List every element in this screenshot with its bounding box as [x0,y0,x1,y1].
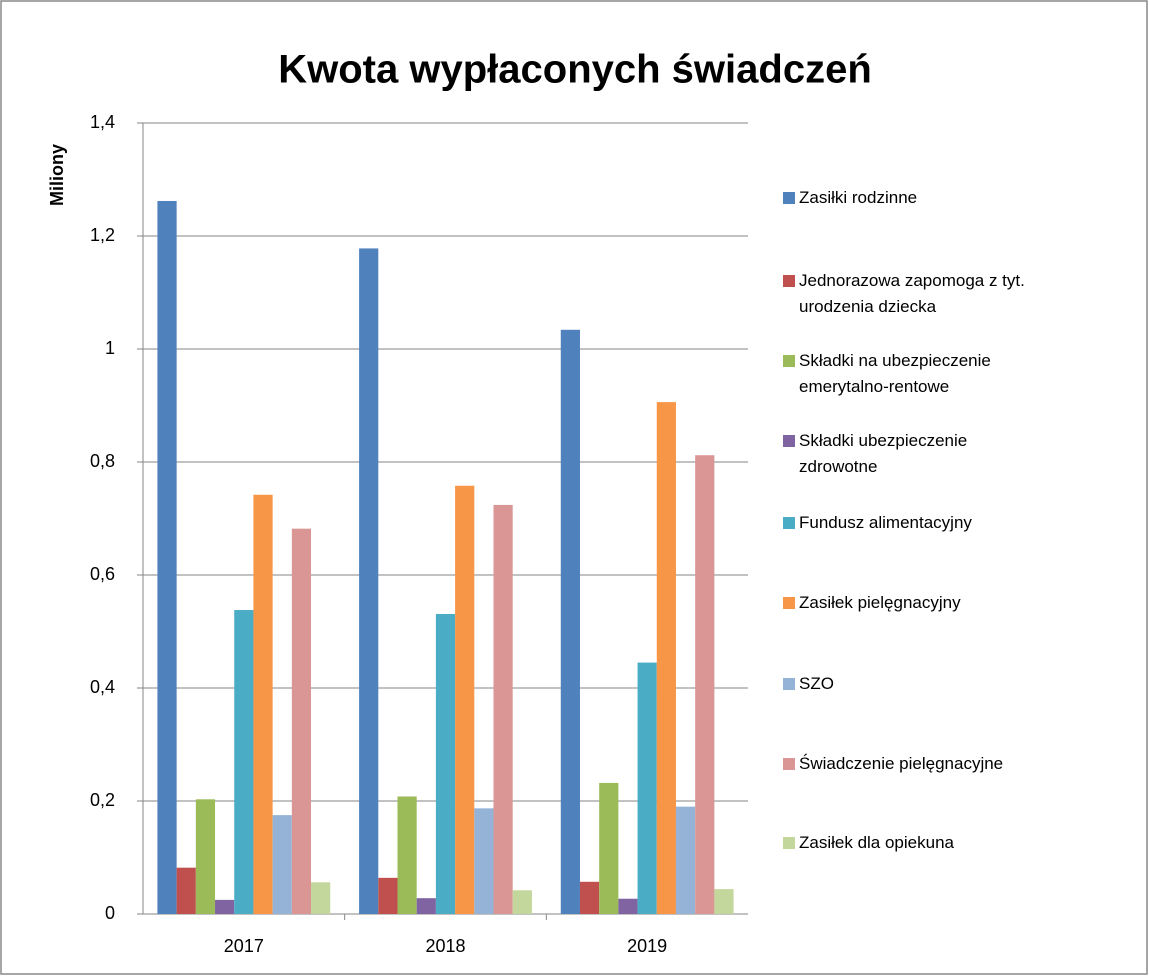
legend-swatch [783,597,795,609]
y-tick-label: 1 [105,338,115,358]
y-tick-label: 1,2 [90,225,115,245]
legend-item: SZO [783,671,1043,697]
legend-swatch [783,678,795,690]
legend-item: Zasiłek dla opiekuna [783,830,1043,856]
bar [637,662,657,914]
bar [378,877,398,914]
bar [291,528,312,914]
bar [253,494,273,914]
legend-swatch [783,517,795,529]
legend-label: Składki na ubezpieczenie emerytalno-rent… [799,351,991,396]
bar [474,808,494,914]
bar [512,890,532,914]
bar [579,881,600,914]
bar [675,806,696,914]
legend-swatch [783,837,795,849]
bar [397,796,417,914]
legend-swatch [783,355,795,367]
bar [359,248,379,914]
legend-label: Fundusz alimentacyjny [799,513,972,532]
legend-item: Składki na ubezpieczenie emerytalno-rent… [783,348,1043,400]
legend-swatch [783,275,795,287]
legend-label: Zasiłek pielęgnacyjny [799,593,961,612]
bar [656,402,676,914]
chart-title: Kwota wypłaconych świadczeń [278,48,872,92]
legend-label: SZO [799,674,834,693]
legend-swatch [783,758,795,770]
bar [695,455,715,914]
y-tick-label: 0 [105,903,115,923]
legend-swatch [783,192,795,204]
legend-label: Jednorazowa zapomoga z tyt. urodzenia dz… [799,271,1025,316]
legend-item: Zasiłki rodzinne [783,185,1043,211]
bar [272,815,292,914]
bar [560,329,580,914]
bar [599,782,619,914]
x-tick-label: 2017 [224,936,264,956]
legend-item: Fundusz alimentacyjny [783,510,1043,536]
bar [215,899,235,914]
legend-label: Zasiłki rodzinne [799,188,918,207]
bar [435,613,456,914]
bar [714,889,734,914]
legend-item: Zasiłek pielęgnacyjny [783,590,1043,616]
bar [493,504,513,914]
legend-swatch [783,435,795,447]
y-tick-label: 0,6 [90,564,115,584]
x-tick-label: 2018 [425,936,465,956]
bar [416,898,436,914]
legend-label: Świadczenie pielęgnacyjne [799,754,1004,773]
bar [311,882,331,914]
x-tick-label: 2019 [627,936,667,956]
y-tick-label: 0,4 [90,677,115,697]
y-tick-label: 0,2 [90,790,115,810]
bar [455,485,475,914]
y-axis-title: Miliony [47,144,67,206]
legend-item: Jednorazowa zapomoga z tyt. urodzenia dz… [783,268,1043,320]
legend-item: Świadczenie pielęgnacyjne [783,751,1043,777]
bar [234,610,254,914]
y-tick-label: 1,4 [90,112,115,132]
legend-label: Zasiłek dla opiekuna [799,833,954,852]
bar [157,200,177,915]
bar [618,898,638,914]
y-tick-label: 0,8 [90,451,115,471]
bar [176,867,196,914]
bar [195,799,216,914]
legend-label: Składki ubezpieczenie zdrowotne [799,431,968,476]
legend-item: Składki ubezpieczenie zdrowotne [783,428,1043,480]
